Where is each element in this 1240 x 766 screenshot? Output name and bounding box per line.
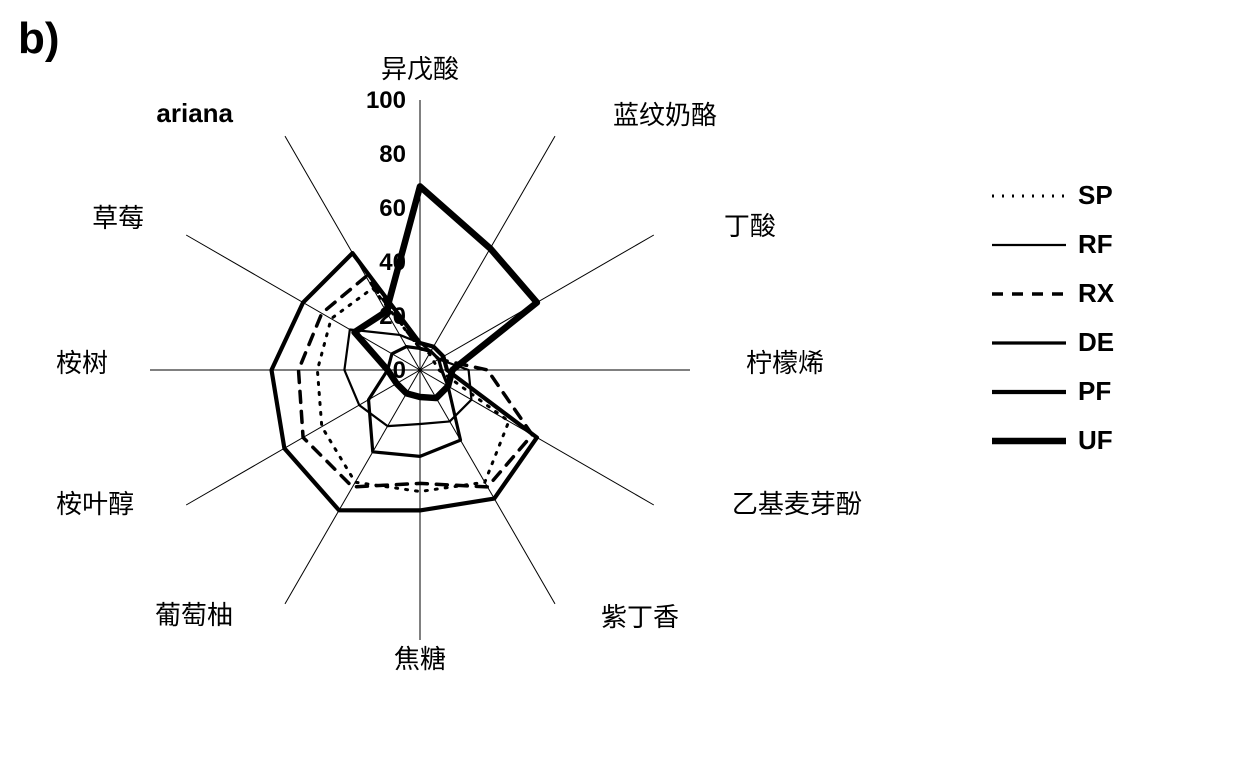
axis-label: 乙基麦芽酚 xyxy=(732,489,862,519)
legend-item-de: DE xyxy=(990,327,1114,358)
legend-item-uf: UF xyxy=(990,425,1114,456)
radar-spoke xyxy=(420,136,555,370)
axis-label: ariana xyxy=(156,98,233,128)
legend-item-sp: SP xyxy=(990,180,1114,211)
legend-swatch xyxy=(990,184,1068,208)
axis-label: 草莓 xyxy=(92,203,144,233)
axis-label: 桉叶醇 xyxy=(56,489,134,519)
legend-label: UF xyxy=(1078,425,1113,456)
legend-swatch xyxy=(990,429,1068,453)
legend-swatch xyxy=(990,233,1068,257)
tick-label: 100 xyxy=(366,87,406,114)
radar-spoke xyxy=(285,370,420,604)
legend-swatch xyxy=(990,331,1068,355)
legend-item-pf: PF xyxy=(990,376,1114,407)
legend-label: RF xyxy=(1078,229,1113,260)
tick-label: 60 xyxy=(379,195,406,222)
legend-swatch xyxy=(990,282,1068,306)
axis-label: 柠檬烯 xyxy=(746,348,824,378)
legend-label: DE xyxy=(1078,327,1114,358)
legend-label: SP xyxy=(1078,180,1113,211)
axis-label: 桉树 xyxy=(56,348,108,378)
axis-label: 葡萄柚 xyxy=(155,600,233,630)
axis-label: 丁酸 xyxy=(724,211,776,241)
axis-label: 紫丁香 xyxy=(601,602,679,632)
axis-label: 异戊酸 xyxy=(381,54,459,84)
legend-item-rx: RX xyxy=(990,278,1114,309)
legend: SP RF RX DE PF UF xyxy=(990,180,1114,474)
legend-label: PF xyxy=(1078,376,1111,407)
legend-item-rf: RF xyxy=(990,229,1114,260)
axis-label: 焦糖 xyxy=(394,644,446,674)
legend-label: RX xyxy=(1078,278,1114,309)
legend-swatch xyxy=(990,380,1068,404)
tick-label: 80 xyxy=(379,141,406,168)
series-sp xyxy=(317,288,508,491)
axis-label: 蓝纹奶酪 xyxy=(613,100,717,130)
